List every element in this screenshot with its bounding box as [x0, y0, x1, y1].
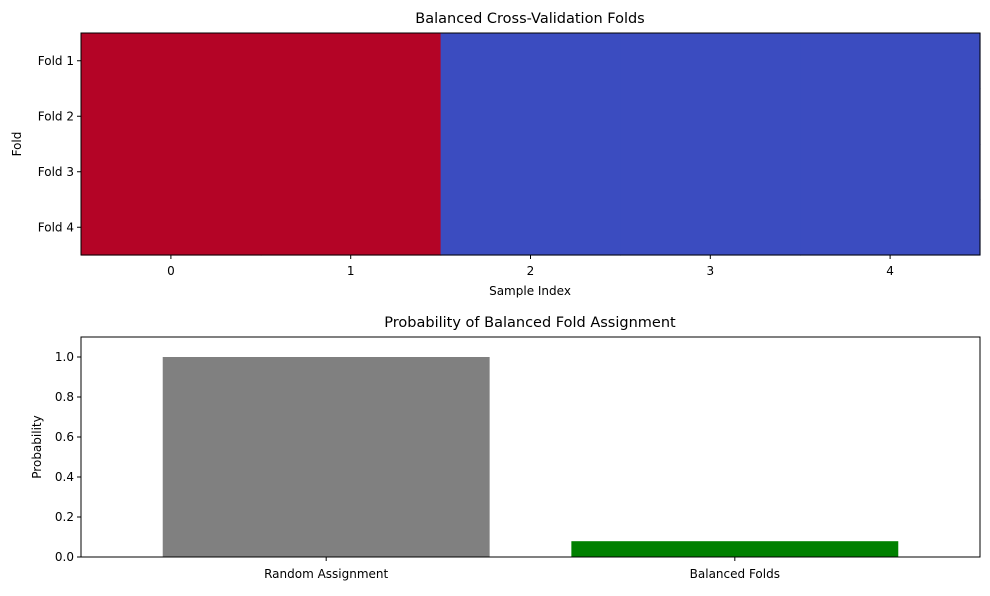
heatmap-y-tick-label: Fold 4 — [38, 220, 74, 234]
bar-chart: Probability of Balanced Fold Assignment … — [30, 315, 981, 581]
heatmap-x-tick-label: 1 — [347, 264, 355, 278]
heatmap-cell — [260, 144, 442, 201]
heatmap-y-tick-label: Fold 3 — [38, 165, 74, 179]
bar-x-tick-label: Balanced Folds — [690, 567, 780, 581]
heatmap-cell — [81, 199, 262, 256]
heatmap-cell — [81, 144, 262, 201]
heatmap-x-tick-label: 3 — [706, 264, 714, 278]
bar — [162, 357, 490, 557]
heatmap-cell — [800, 88, 981, 145]
bar-y-ticks: 0.0 0.2 0.4 0.6 0.8 1.0 — [55, 350, 81, 564]
heatmap-x-tick-label: 2 — [527, 264, 535, 278]
heatmap-cell — [620, 144, 801, 201]
bar-y-tick-label: 0.6 — [55, 430, 74, 444]
bar-y-tick-label: 0.2 — [55, 510, 74, 524]
heatmap-title: Balanced Cross-Validation Folds — [415, 11, 644, 27]
heatmap-cell — [800, 144, 981, 201]
bar-chart-y-label: Probability — [30, 415, 44, 478]
bar-x-ticks: Random Assignment Balanced Folds — [264, 557, 780, 581]
heatmap-cell — [440, 199, 621, 256]
heatmap-y-label: Fold — [10, 132, 24, 157]
heatmap-y-ticks: Fold 1 Fold 2 Fold 3 Fold 4 — [38, 54, 81, 234]
heatmap-cell — [260, 33, 442, 90]
heatmap-x-label: Sample Index — [489, 284, 571, 298]
bar — [571, 541, 899, 557]
heatmap-cell — [260, 199, 442, 256]
heatmap-cell — [800, 33, 981, 90]
bar-y-tick-label: 1.0 — [55, 350, 74, 364]
heatmap-cell — [440, 33, 621, 90]
heatmap-cell — [81, 88, 262, 145]
heatmap-y-tick-label: Fold 2 — [38, 109, 74, 123]
bar-chart-frame — [80, 336, 981, 558]
heatmap-cell — [620, 33, 801, 90]
bar-marks — [162, 357, 899, 557]
bar-chart-title: Probability of Balanced Fold Assignment — [384, 315, 676, 331]
heatmap-x-tick-label: 0 — [167, 264, 175, 278]
heatmap-cells — [81, 33, 981, 256]
heatmap-x-ticks: 0 1 2 3 4 — [167, 255, 894, 278]
heatmap-chart: Balanced Cross-Validation Folds 0 1 2 3 4 Fo… — [10, 11, 981, 298]
heatmap-y-tick-label: Fold 1 — [38, 54, 74, 68]
heatmap-cell — [620, 88, 801, 145]
heatmap-cell — [81, 33, 262, 90]
heatmap-cell — [440, 144, 621, 201]
bar-y-tick-label: 0.8 — [55, 390, 74, 404]
heatmap-cell — [440, 88, 621, 145]
heatmap-x-tick-label: 4 — [886, 264, 894, 278]
heatmap-cell — [620, 199, 801, 256]
heatmap-cell — [800, 199, 981, 256]
bar-y-tick-label: 0.0 — [55, 550, 74, 564]
heatmap-cell — [260, 88, 442, 145]
bar-y-tick-label: 0.4 — [55, 470, 74, 484]
bar-x-tick-label: Random Assignment — [264, 567, 388, 581]
